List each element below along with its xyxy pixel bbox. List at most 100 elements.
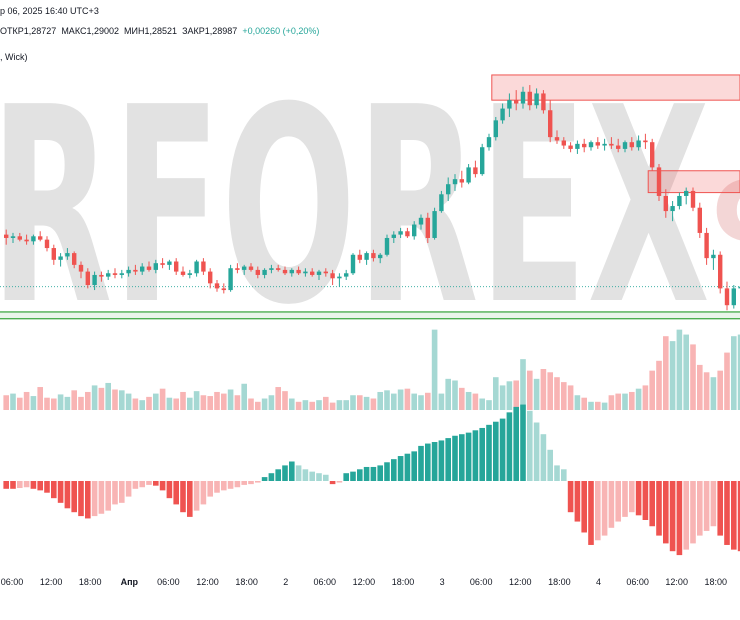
volume-bar <box>119 390 125 410</box>
volume-bar <box>683 334 689 410</box>
candle-body <box>412 224 417 237</box>
histogram-bar <box>51 481 57 499</box>
volume-bar <box>105 382 111 410</box>
candle-body <box>242 266 247 270</box>
histogram-bar <box>85 481 91 519</box>
candle <box>568 142 573 153</box>
candle <box>99 271 104 282</box>
candle <box>711 249 716 270</box>
volume-bar <box>316 400 322 410</box>
candle <box>527 85 532 111</box>
volume-bar <box>629 391 635 410</box>
candle <box>350 253 356 275</box>
candle-body <box>391 234 396 238</box>
histogram-bar <box>241 481 247 485</box>
histogram-bar <box>105 481 111 511</box>
candle <box>228 264 233 292</box>
candle <box>51 244 56 265</box>
candle-body <box>51 248 56 260</box>
candle <box>684 187 689 205</box>
candle-body <box>112 273 118 275</box>
support-band <box>0 311 740 319</box>
histogram-bar <box>663 481 669 544</box>
histogram-bar <box>540 434 547 481</box>
volume-bar <box>513 380 519 410</box>
histogram-bar <box>683 481 689 550</box>
candle-body <box>609 143 614 146</box>
histogram-bar <box>581 481 587 533</box>
volume-bar <box>295 401 302 410</box>
volume-bar <box>601 402 608 410</box>
candle-body <box>160 263 165 265</box>
volume-bar <box>649 370 655 410</box>
candle-body <box>78 264 84 272</box>
histogram-series <box>3 404 740 556</box>
candle-body <box>690 190 696 208</box>
volume-bar <box>418 395 424 410</box>
volume-bar <box>275 387 281 410</box>
candle <box>58 253 63 267</box>
volume-bar <box>3 395 9 410</box>
candle-body <box>344 273 349 277</box>
candle-body <box>575 143 580 149</box>
candle-body <box>364 253 369 260</box>
candle <box>622 140 628 153</box>
volume-bar <box>486 400 492 410</box>
candle <box>466 164 471 185</box>
histogram-bar <box>547 449 553 481</box>
volume-bar <box>323 396 329 410</box>
candle-body <box>58 256 63 260</box>
candle <box>480 143 485 176</box>
volume-bar <box>554 377 560 410</box>
histogram-bar <box>98 481 105 514</box>
candle-body <box>357 254 362 260</box>
histogram-bar <box>703 481 710 531</box>
volume-bar <box>193 391 200 410</box>
candle-body <box>561 140 566 146</box>
candle-body <box>126 269 131 274</box>
histogram-bar <box>533 422 540 481</box>
x-tick-label: 12:00 <box>665 577 688 587</box>
candle <box>344 269 349 280</box>
volume-bar <box>731 336 737 410</box>
histogram-bar <box>23 481 30 488</box>
candle <box>656 164 662 201</box>
candle <box>731 285 736 309</box>
candle <box>133 264 138 275</box>
candle <box>425 212 430 244</box>
candle <box>357 249 362 264</box>
candle-body <box>622 142 628 149</box>
volume-bar <box>78 396 84 410</box>
candle <box>65 248 70 260</box>
candle <box>153 259 158 274</box>
candle-body <box>44 239 50 249</box>
candle-body <box>738 286 740 289</box>
candle-body <box>214 283 220 289</box>
volume-bar <box>132 398 139 410</box>
histogram-bar <box>282 465 288 481</box>
volume-bar <box>200 395 207 410</box>
candle-body <box>269 268 274 270</box>
histogram-bar <box>248 481 254 485</box>
candle-body <box>697 207 702 233</box>
candle-body <box>514 100 519 104</box>
histogram-bar <box>295 465 302 481</box>
histogram-bar <box>3 481 9 489</box>
histogram-bar <box>499 418 506 481</box>
candle-body <box>466 167 471 183</box>
candle <box>235 263 240 274</box>
candle-body <box>405 231 410 237</box>
candle-body <box>432 211 437 238</box>
candle <box>44 236 50 252</box>
candle <box>636 135 641 151</box>
histogram-bar <box>193 481 200 511</box>
volume-bar <box>493 377 499 410</box>
candle <box>507 93 512 117</box>
volume-bar <box>139 400 145 410</box>
histogram-bar <box>10 481 16 489</box>
candle <box>704 227 709 265</box>
histogram-bar <box>527 410 533 481</box>
candle <box>561 137 566 149</box>
histogram-bar <box>132 481 139 489</box>
